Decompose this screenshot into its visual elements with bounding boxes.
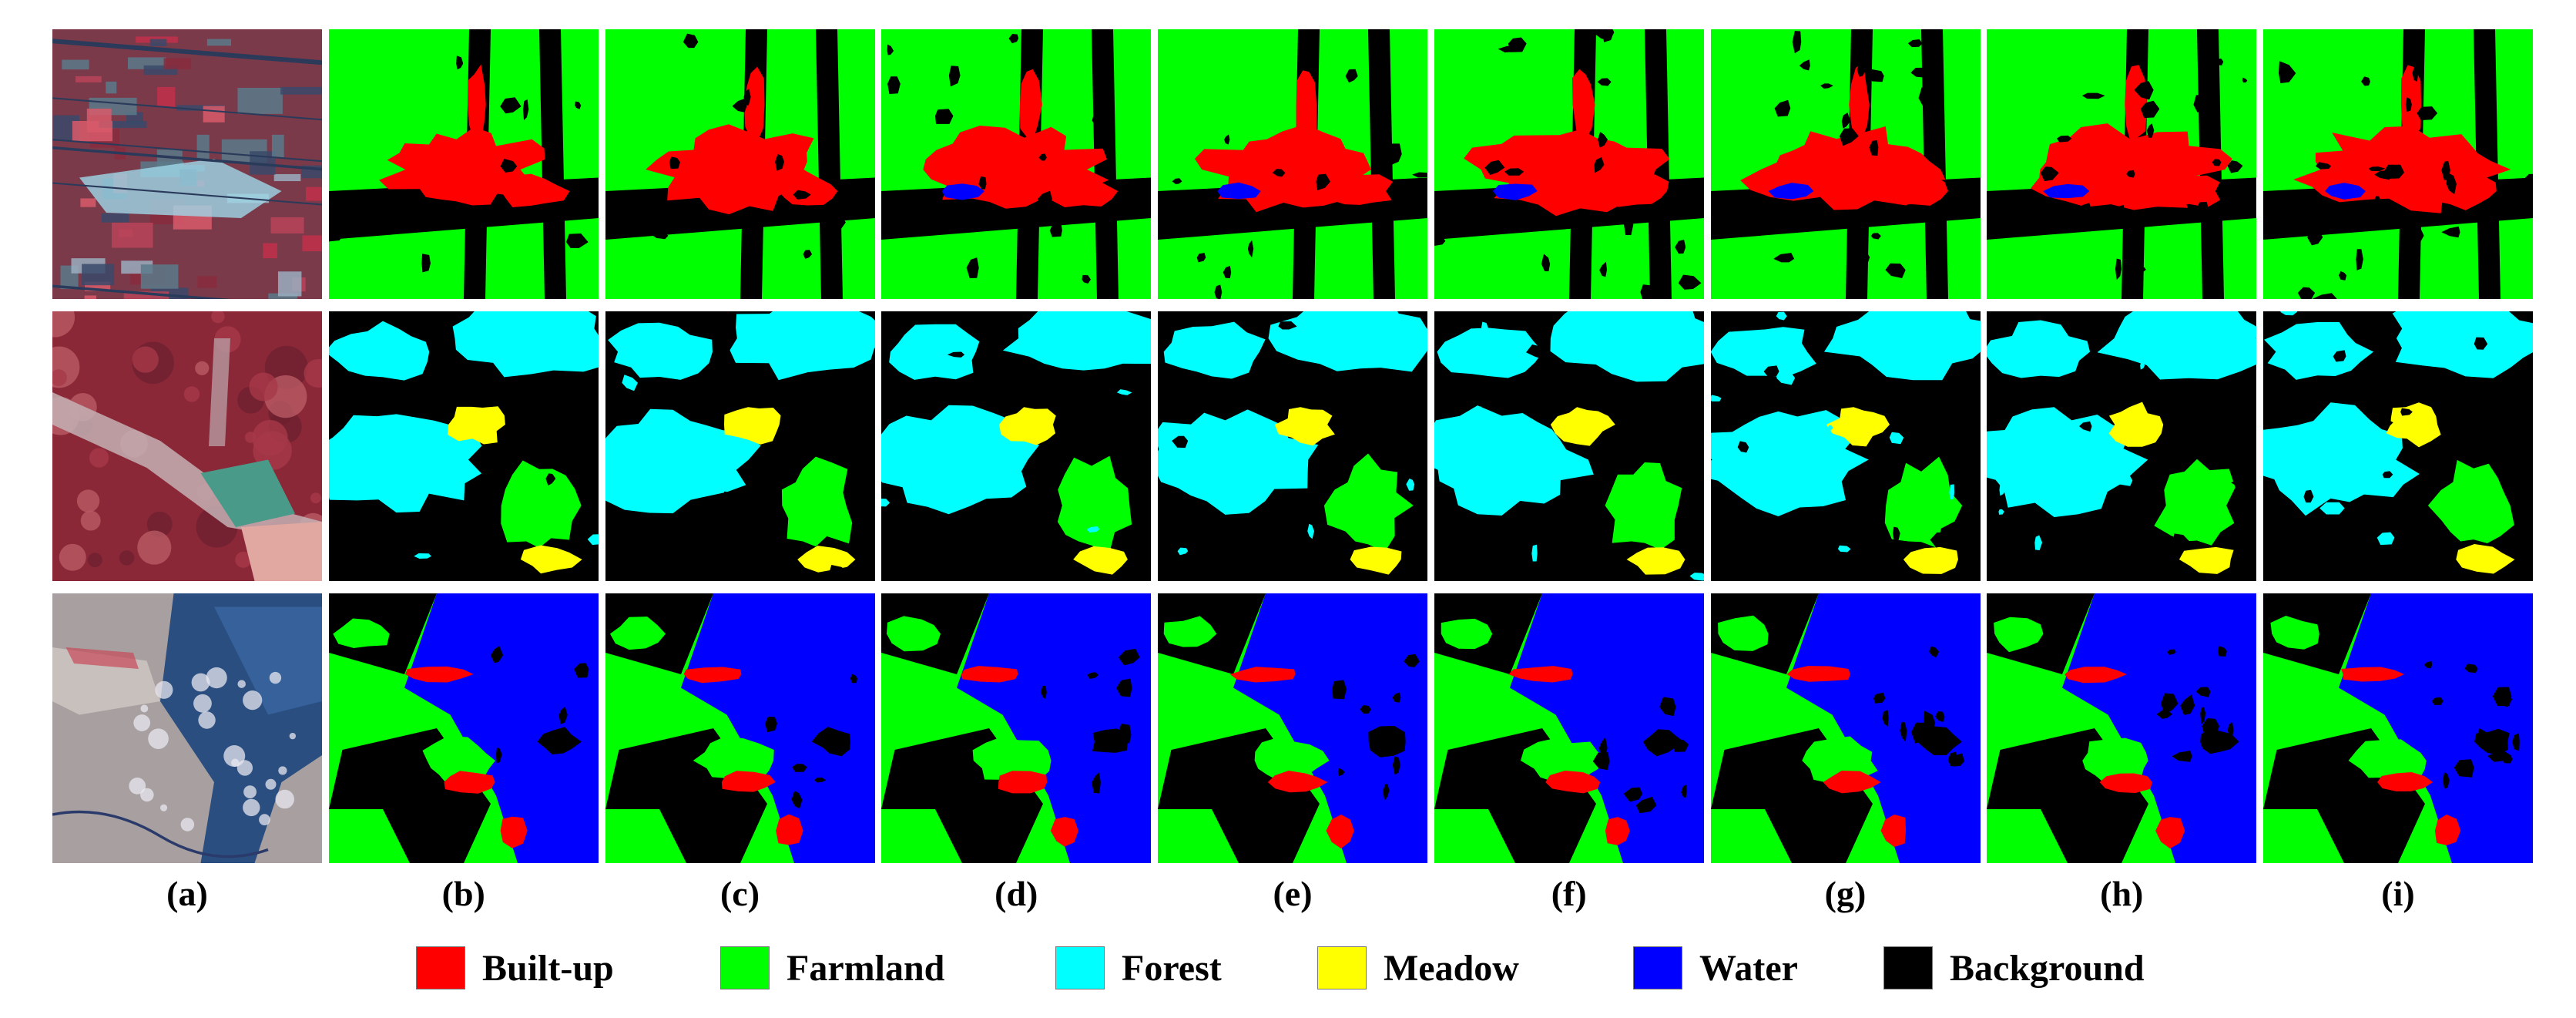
cell-graphic: [328, 311, 599, 581]
cell-graphic: [2263, 593, 2533, 863]
segmentation-map-row-3-col-8: [1987, 593, 2257, 863]
segmentation-map-row-1-col-8: [1987, 29, 2257, 299]
cell-graphic: [2263, 29, 2533, 299]
satellite-image-row-2: [52, 311, 322, 581]
cell-graphic: [605, 29, 875, 299]
segmentation-map-row-2-col-8: [1987, 311, 2257, 581]
legend-item: Farmland: [720, 943, 944, 993]
cell-graphic: [881, 593, 1152, 863]
segmentation-map-row-3-col-4: [881, 593, 1152, 863]
segmentation-map-row-3-col-7: [1710, 593, 1981, 863]
cell-graphic: [1434, 593, 1704, 863]
column-label: (h): [2100, 874, 2144, 913]
legend-label: Water: [1699, 947, 1798, 989]
column-label: (g): [1824, 874, 1867, 913]
column-label: (a): [166, 874, 208, 913]
satellite-image-row-1: [52, 29, 322, 299]
legend: Built-up Farmland Forest Meadow Water Backgro…: [0, 932, 2576, 1002]
segmentation-map-row-3-col-3: [605, 593, 875, 863]
legend-swatch: [1883, 946, 1933, 989]
segmentation-map-row-2-col-3: [605, 311, 875, 581]
legend-item: Forest: [1055, 943, 1222, 993]
cell-graphic: [328, 593, 599, 863]
legend-swatch: [1633, 946, 1682, 989]
legend-swatch: [1055, 946, 1105, 989]
cell-graphic: [2263, 311, 2533, 581]
column-label: (i): [2381, 874, 2415, 913]
segmentation-map-row-2-col-6: [1434, 311, 1704, 581]
legend-item: Built-up: [416, 943, 614, 993]
segmentation-map-row-1-col-4: [881, 29, 1152, 299]
column-label: (b): [441, 874, 485, 913]
satellite-image-row-3: [52, 593, 322, 863]
segmentation-map-row-1-col-3: [605, 29, 875, 299]
legend-swatch: [416, 946, 465, 989]
legend-label: Farmland: [787, 947, 945, 989]
segmentation-map-row-1-col-6: [1434, 29, 1704, 299]
segmentation-map-row-2-col-7: [1710, 311, 1981, 581]
cell-graphic: [1987, 593, 2257, 863]
column-label: (c): [719, 874, 760, 913]
cell-graphic: [881, 311, 1152, 581]
segmentation-map-row-1-col-7: [1710, 29, 1981, 299]
cell-graphic: [1987, 311, 2257, 581]
segmentation-map-row-1-col-5: [1158, 29, 1427, 299]
segmentation-map-row-2-col-5: [1158, 311, 1427, 581]
segmentation-map-row-3-col-2: [328, 593, 599, 863]
legend-item: Water: [1633, 943, 1798, 993]
segmentation-map-row-1-col-9: [2263, 29, 2533, 299]
legend-item: Background: [1883, 943, 2145, 993]
legend-label: Built-up: [482, 947, 614, 989]
legend-label: Background: [1950, 947, 2145, 989]
cell-graphic: [1710, 311, 1981, 581]
legend-label: Meadow: [1384, 947, 1519, 989]
cell-graphic: [1158, 311, 1427, 581]
segmentation-map-row-2-col-2: [328, 311, 599, 581]
cell-graphic: [881, 29, 1152, 299]
cell-graphic: [52, 593, 322, 863]
cell-graphic: [1987, 29, 2257, 299]
segmentation-map-row-3-col-5: [1158, 593, 1427, 863]
cell-graphic: [605, 593, 875, 863]
column-label: (e): [1273, 874, 1313, 913]
figure-grid: [52, 29, 2533, 863]
segmentation-map-row-2-col-4: [881, 311, 1152, 581]
segmentation-map-row-2-col-9: [2263, 311, 2533, 581]
cell-graphic: [1710, 593, 1981, 863]
cell-graphic: [52, 29, 322, 299]
cell-graphic: [328, 29, 599, 299]
cell-graphic: [1158, 593, 1427, 863]
column-label: (f): [1551, 874, 1587, 913]
legend-item: Meadow: [1317, 943, 1519, 993]
legend-swatch: [720, 946, 770, 989]
cell-graphic: [1158, 29, 1427, 299]
cell-graphic: [605, 311, 875, 581]
segmentation-map-row-3-col-9: [2263, 593, 2533, 863]
segmentation-map-row-3-col-6: [1434, 593, 1704, 863]
cell-graphic: [1434, 311, 1704, 581]
column-label: (d): [995, 874, 1038, 913]
segmentation-map-row-1-col-2: [328, 29, 599, 299]
cell-graphic: [52, 311, 322, 581]
cell-graphic: [1710, 29, 1981, 299]
cell-graphic: [1434, 29, 1704, 299]
legend-swatch: [1317, 946, 1367, 989]
legend-label: Forest: [1122, 947, 1222, 989]
